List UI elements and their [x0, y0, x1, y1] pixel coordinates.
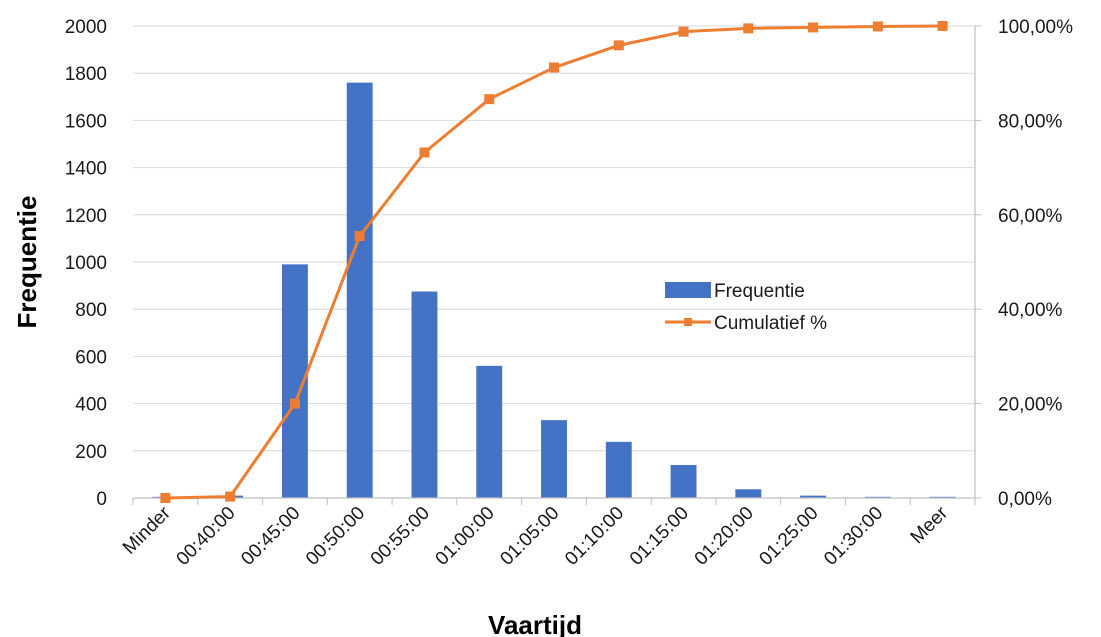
gridlines	[133, 25, 975, 452]
x-tick-label: 01:00:00	[432, 503, 499, 570]
y-tick-label: 800	[75, 300, 107, 321]
axes	[133, 26, 976, 499]
cumulative-marker	[419, 147, 430, 158]
cumulative-marker	[743, 23, 754, 34]
cumulative-marker	[225, 491, 236, 502]
bar	[605, 441, 632, 498]
legend-label-frequentie: Frequentie	[714, 281, 805, 302]
x-tick-label: 00:45:00	[237, 503, 304, 570]
cumulative-marker	[289, 398, 300, 409]
y-tick-label: 400	[75, 395, 107, 416]
cumulative-marker	[613, 40, 624, 51]
y2-tick-label: 20,00%	[998, 395, 1063, 416]
cumulative-marker	[484, 94, 495, 105]
legend-swatch-cumulatief-marker	[684, 318, 692, 326]
legend-swatch-frequentie	[665, 282, 711, 298]
bar	[541, 420, 567, 498]
x-tick-label: Minder	[119, 502, 175, 558]
y-tick-label: 1400	[65, 159, 107, 180]
y2-tick-label: 40,00%	[998, 300, 1063, 321]
y2-tick-label: 100,00%	[998, 17, 1073, 38]
bar	[411, 291, 438, 498]
bar	[476, 365, 503, 498]
cumulative-marker	[872, 21, 883, 32]
x-tick-label: 01:15:00	[626, 503, 693, 570]
y-tick-label: 200	[75, 442, 107, 463]
bar	[735, 489, 762, 498]
y-tick-label: 1200	[65, 206, 107, 227]
left-axis-ticks: 0 200 400 600 800 1000 1200 1400 1600 1800 2000	[65, 17, 107, 510]
cumulative-marker	[937, 21, 948, 31]
y-tick-label: 600	[75, 347, 107, 368]
y2-tick-label: 60,00%	[998, 206, 1063, 227]
x-tick-label: 01:25:00	[755, 503, 822, 570]
x-tick-label: 01:20:00	[691, 503, 758, 570]
y-tick-label: 1000	[65, 253, 107, 274]
cumulative-marker	[678, 26, 689, 37]
cumulative-marker	[160, 493, 171, 503]
cumulative-marker	[549, 62, 559, 73]
y2-tick-label: 0,00%	[998, 489, 1052, 510]
cumulative-marker	[354, 231, 365, 242]
y2-tick-label: 80,00%	[998, 111, 1063, 132]
bar	[670, 464, 697, 498]
y-tick-label: 0	[96, 489, 107, 510]
line-series-cumulatief	[160, 21, 948, 503]
y-tick-label: 1600	[65, 111, 107, 132]
x-axis-title: Vaartijd	[488, 610, 582, 637]
legend-label-cumulatief: Cumulatief %	[714, 313, 827, 334]
y-axis-title: Frequentie	[12, 196, 42, 329]
x-tick-label: Meer	[907, 502, 953, 548]
bar	[800, 495, 827, 498]
cumulative-marker	[808, 22, 819, 33]
right-axis-ticks: 0,00% 20,00% 40,00% 60,00% 80,00% 100,00%	[975, 17, 1073, 510]
bar	[346, 82, 373, 498]
x-tick-label: 00:50:00	[302, 503, 369, 570]
bar-series-frequentie	[152, 82, 956, 498]
legend: Frequentie Cumulatief %	[665, 281, 827, 334]
y-tick-label: 2000	[65, 17, 107, 38]
y-tick-label: 1800	[65, 64, 107, 85]
x-tick-label: 01:05:00	[496, 503, 563, 570]
x-tick-label: 01:30:00	[820, 503, 887, 570]
x-axis-ticks: Minder00:40:0000:45:0000:50:0000:55:0001…	[119, 498, 976, 570]
x-tick-label: 01:10:00	[561, 503, 628, 570]
x-tick-label: 00:55:00	[367, 503, 434, 570]
x-tick-label: 00:40:00	[173, 503, 240, 570]
